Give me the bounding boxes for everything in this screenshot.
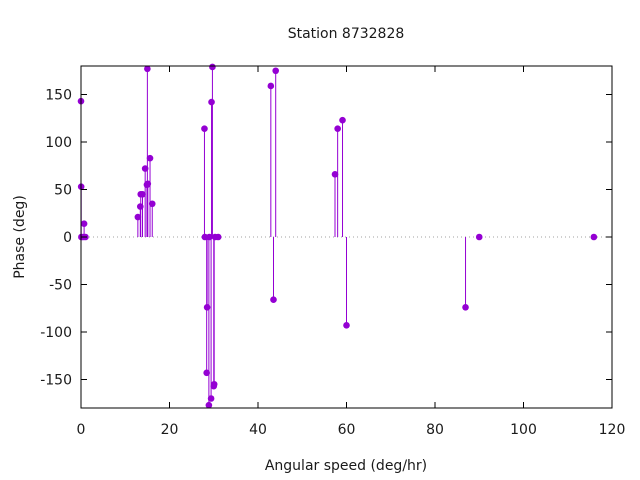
- x-tick-label: 20: [161, 422, 179, 438]
- ticks-layer: 0 20 40 60 80 100 120 -150 -100 -50 0 50 100 150: [40, 66, 625, 438]
- x-tick-label: 0: [77, 422, 86, 438]
- data-point: [148, 200, 156, 208]
- data-point: [267, 82, 275, 90]
- data-point: [205, 401, 213, 409]
- data-point: [208, 98, 215, 106]
- y-tick-label: 100: [45, 135, 72, 151]
- chart-title: Station 8732828: [288, 26, 405, 42]
- data-point: [590, 233, 598, 241]
- y-tick-label: 0: [63, 230, 72, 246]
- data-point: [270, 296, 277, 304]
- y-tick-label: -100: [40, 325, 72, 341]
- data-point: [134, 213, 142, 221]
- y-tick-label: -50: [49, 278, 72, 294]
- data-point: [343, 322, 350, 329]
- data-point: [144, 180, 152, 188]
- data-point: [334, 125, 341, 132]
- y-tick-label: 50: [54, 183, 72, 199]
- markers-layer: [77, 63, 598, 409]
- data-point: [331, 171, 339, 178]
- x-axis-label: Angular speed (deg/hr): [265, 458, 427, 474]
- y-axis-label: Phase (deg): [12, 195, 28, 279]
- x-tick-label: 60: [338, 422, 356, 438]
- data-point: [475, 233, 483, 241]
- x-tick-label: 80: [426, 422, 444, 438]
- data-point: [462, 304, 469, 311]
- x-tick-label: 120: [599, 422, 626, 438]
- data-point: [210, 380, 218, 388]
- data-point: [206, 233, 213, 241]
- data-point: [272, 67, 280, 75]
- data-point: [339, 116, 346, 124]
- data-point: [207, 395, 215, 402]
- data-point: [201, 125, 208, 132]
- data-point: [136, 203, 144, 210]
- y-tick-label: -150: [40, 373, 72, 389]
- data-point: [141, 165, 149, 172]
- data-point: [209, 63, 216, 71]
- data-point: [203, 369, 210, 377]
- x-tick-label: 100: [510, 422, 537, 438]
- x-tick-label: 40: [249, 422, 267, 438]
- data-point: [139, 190, 146, 198]
- data-point: [214, 233, 222, 241]
- data-point: [203, 304, 211, 311]
- y-tick-label: 150: [45, 88, 72, 104]
- data-point: [146, 154, 154, 162]
- data-point: [144, 65, 151, 73]
- data-point: [80, 220, 88, 227]
- plot-border: [80, 65, 613, 409]
